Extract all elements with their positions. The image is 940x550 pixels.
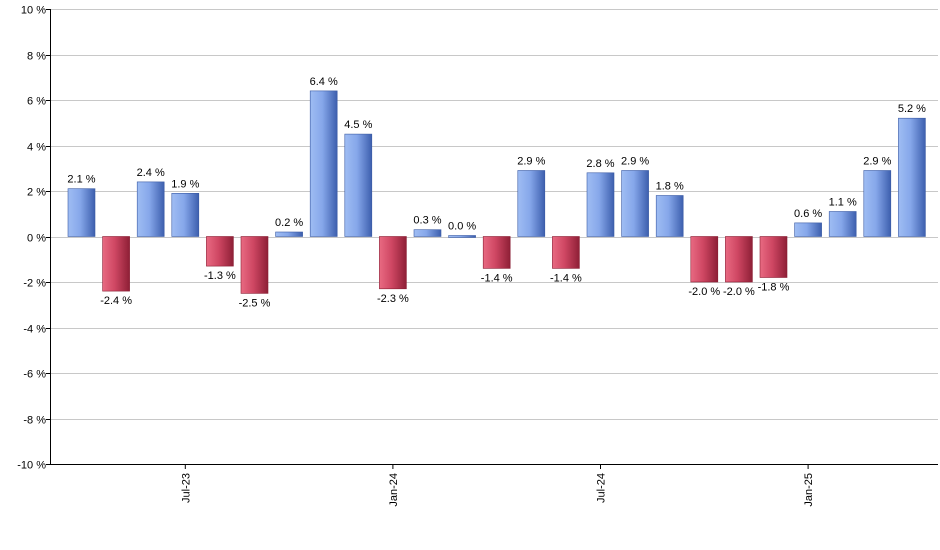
bar-value-label: -2.0 %: [723, 286, 755, 298]
bar-value-label: 0.6 %: [794, 208, 822, 220]
bar-value-label: 2.4 %: [137, 167, 165, 179]
bar-value-label: 2.9 %: [517, 156, 545, 168]
bar: [448, 235, 476, 238]
bar: [517, 170, 546, 237]
bar-value-label: -1.3 %: [204, 270, 236, 282]
bar: [344, 133, 373, 237]
y-tick-label: 2 %: [27, 187, 46, 199]
bar-value-label: 4.5 %: [344, 119, 372, 131]
bar: [171, 193, 200, 237]
bar: [67, 188, 96, 237]
y-tick-label: -6 %: [23, 369, 46, 381]
y-tick-label: 6 %: [27, 96, 46, 108]
axes: [50, 9, 938, 465]
data-labels: 2.1 % -2.4 % 2.4 % 1.9 % -1.3 % -2.5 % 0.2 % 6.…: [67, 76, 926, 309]
bar: [206, 236, 234, 267]
bar-value-label: 2.9 %: [621, 156, 649, 168]
bar-value-label: -2.5 %: [239, 297, 271, 309]
bar-value-label: 0.3 %: [413, 215, 441, 227]
bar: [136, 181, 165, 237]
y-axis-tick-labels: 10 % 8 % 6 % 4 % 2 % 0 % -2 % -4 % -6 % -8 % -10 %: [17, 5, 46, 472]
x-tick-label: Jul-23: [180, 473, 192, 503]
bars: [67, 90, 926, 294]
bar-value-label: -2.4 %: [100, 295, 132, 307]
x-tick-label: Jan-24: [388, 473, 400, 507]
bar-value-label: -1.8 %: [758, 282, 790, 294]
bar-value-label: 0.0 %: [448, 221, 476, 233]
y-tick-label: -2 %: [23, 278, 46, 290]
bar-value-label: -1.4 %: [481, 272, 513, 284]
bar: [828, 211, 857, 237]
x-tick-label: Jan-25: [803, 473, 815, 507]
bar: [898, 117, 926, 237]
y-tick-label: -4 %: [23, 324, 46, 336]
bar: [309, 90, 338, 237]
bar-value-label: 2.1 %: [67, 174, 95, 186]
bar-value-label: 2.9 %: [863, 156, 891, 168]
bar: [863, 170, 892, 237]
bar-value-label: 2.8 %: [586, 158, 614, 170]
bar: [552, 236, 580, 269]
bar: [413, 229, 442, 237]
bar: [759, 236, 788, 278]
bar-value-label: -1.4 %: [550, 272, 582, 284]
bar-value-label: 0.2 %: [275, 217, 303, 229]
y-tick-label: 8 %: [27, 51, 46, 63]
bar: [275, 231, 303, 237]
y-tick-label: -10 %: [17, 460, 46, 472]
bar: [482, 236, 511, 269]
bar: [621, 170, 649, 237]
x-tick-label: Jul-24: [596, 473, 608, 503]
bar: [102, 236, 130, 292]
bar-value-label: -2.0 %: [688, 286, 720, 298]
bar: [690, 236, 719, 283]
y-tick-label: 10 %: [21, 5, 46, 17]
bar-value-label: 1.1 %: [829, 197, 857, 209]
bar-value-label: 6.4 %: [310, 76, 338, 88]
bar-value-label: -2.3 %: [377, 293, 409, 305]
y-tick-label: 0 %: [27, 233, 46, 245]
bar: [655, 195, 684, 237]
y-tick-label: -8 %: [23, 415, 46, 427]
bar: [379, 236, 407, 290]
bar-value-label: 1.8 %: [656, 181, 684, 193]
y-tick-label: 4 %: [27, 142, 46, 154]
bar: [240, 236, 269, 294]
bar: [794, 222, 822, 237]
bar-value-label: 5.2 %: [898, 103, 926, 115]
x-axis-tick-labels: Jul-23 Jan-24 Jul-24 Jan-25: [180, 464, 815, 507]
bar: [725, 236, 753, 283]
bar: [586, 172, 615, 237]
bar-value-label: 1.9 %: [171, 178, 199, 190]
